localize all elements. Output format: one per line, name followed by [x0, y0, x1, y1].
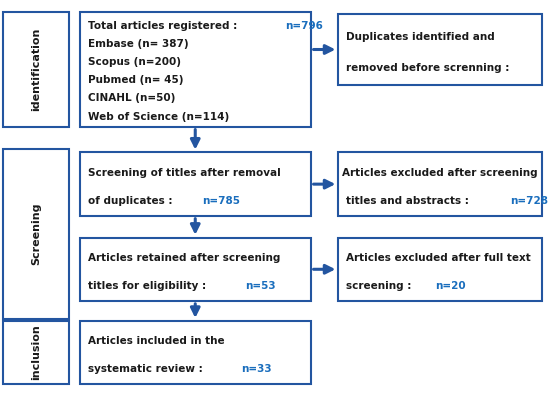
- Text: CINAHL (n=50): CINAHL (n=50): [88, 93, 175, 103]
- FancyBboxPatch shape: [338, 152, 542, 216]
- Text: identification: identification: [31, 28, 41, 111]
- Text: of duplicates :: of duplicates :: [88, 196, 176, 206]
- Text: Screening: Screening: [31, 202, 41, 265]
- Text: Duplicates identified and: Duplicates identified and: [346, 32, 495, 42]
- FancyBboxPatch shape: [80, 321, 311, 384]
- Text: Articles included in the: Articles included in the: [88, 337, 224, 346]
- FancyBboxPatch shape: [3, 12, 69, 127]
- Text: screening :: screening :: [346, 281, 415, 291]
- Text: Articles retained after screening: Articles retained after screening: [88, 253, 280, 263]
- FancyBboxPatch shape: [3, 321, 69, 384]
- Text: systematic review :: systematic review :: [88, 364, 206, 374]
- Text: titles for eligibility :: titles for eligibility :: [88, 281, 210, 291]
- Text: Embase (n= 387): Embase (n= 387): [88, 39, 189, 49]
- Text: removed before screnning :: removed before screnning :: [346, 63, 514, 73]
- Text: n=796: n=796: [285, 21, 323, 30]
- FancyBboxPatch shape: [338, 238, 542, 301]
- Text: n=785: n=785: [202, 196, 240, 206]
- Text: n=33: n=33: [241, 364, 271, 374]
- FancyBboxPatch shape: [80, 238, 311, 301]
- FancyBboxPatch shape: [80, 12, 311, 127]
- FancyBboxPatch shape: [3, 148, 69, 319]
- Text: inclusion: inclusion: [31, 325, 41, 380]
- Text: Scopus (n=200): Scopus (n=200): [88, 57, 181, 67]
- Text: Pubmed (n= 45): Pubmed (n= 45): [88, 75, 184, 85]
- Text: Articles excluded after full text: Articles excluded after full text: [346, 253, 531, 263]
- Text: Total articles registered :: Total articles registered :: [88, 21, 241, 30]
- Text: Screening of titles after removal: Screening of titles after removal: [88, 168, 280, 178]
- Text: n=53: n=53: [245, 281, 276, 291]
- Text: n=728: n=728: [510, 196, 548, 206]
- Text: Web of Science (n=114): Web of Science (n=114): [88, 112, 229, 122]
- Text: Articles excluded after screening: Articles excluded after screening: [342, 168, 538, 178]
- FancyBboxPatch shape: [338, 14, 542, 85]
- FancyBboxPatch shape: [80, 152, 311, 216]
- Text: titles and abstracts :: titles and abstracts :: [346, 196, 473, 206]
- Text: n=20: n=20: [436, 281, 466, 291]
